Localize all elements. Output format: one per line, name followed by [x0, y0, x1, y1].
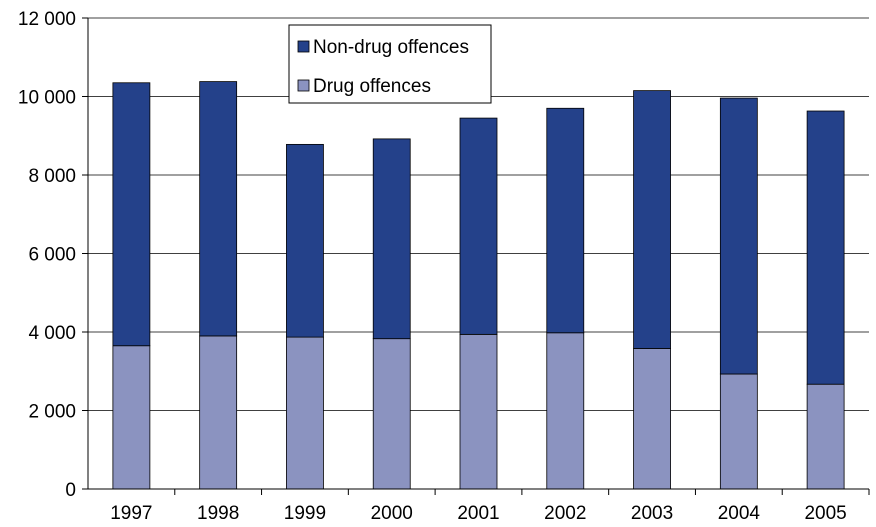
y-tick-label: 8 000	[28, 166, 76, 187]
bar-non-drug-offences-1999	[286, 143, 324, 338]
bar-non-drug-offences-2004	[719, 97, 758, 375]
bar-drug-offences-2005	[806, 383, 845, 490]
x-tick-label-2002: 2002	[544, 503, 586, 524]
bar-non-drug-offences-2003	[633, 90, 671, 349]
legend-label-drug-offences: Drug offences	[313, 76, 431, 97]
legend-swatch-non-drug-offences	[297, 40, 310, 53]
x-tick-label-2000: 2000	[371, 503, 413, 524]
bar-drug-offences-1998	[199, 335, 238, 490]
bar-non-drug-offences-2001	[459, 117, 498, 335]
bar-drug-offences-1999	[286, 336, 324, 490]
bar-non-drug-offences-1997	[112, 82, 151, 347]
legend-box	[288, 24, 492, 104]
bar-non-drug-offences-1998	[199, 81, 238, 337]
y-tick-labels: 0 2 000 4 000 6 000 8 000 10 000 12 000	[18, 9, 88, 501]
x-tick-label-2005: 2005	[804, 503, 846, 524]
y-tick-label: 0	[65, 480, 76, 501]
bars	[112, 81, 845, 490]
y-tick-label: 2 000	[28, 402, 76, 423]
bar-non-drug-offences-2000	[372, 138, 411, 340]
legend-label-non-drug-offences: Non-drug offences	[313, 37, 469, 58]
bar-drug-offences-2002	[546, 332, 585, 490]
bar-non-drug-offences-2005	[806, 110, 845, 385]
x-tick-label-2004: 2004	[718, 503, 761, 524]
y-tick-label: 10 000	[18, 88, 76, 109]
y-tick-label: 6 000	[28, 245, 76, 266]
x-tick-label-1999: 1999	[284, 503, 326, 524]
x-tick-labels: 1997 1998 1999 2000 2001 2002 2003 2004 2005	[110, 489, 870, 524]
bar-drug-offences-2000	[372, 338, 411, 490]
x-tick-label-1998: 1998	[197, 503, 239, 524]
bar-non-drug-offences-2002	[546, 107, 585, 334]
x-tick-label-1997: 1997	[110, 503, 152, 524]
x-tick-label-2003: 2003	[631, 503, 673, 524]
x-tick-label-2001: 2001	[457, 503, 499, 524]
bar-drug-offences-2003	[633, 348, 671, 490]
y-tick-label: 12 000	[18, 9, 76, 30]
bar-drug-offences-2004	[719, 373, 758, 490]
bar-drug-offences-1997	[112, 345, 151, 490]
legend: Non-drug offences Drug offences	[288, 24, 492, 104]
legend-swatch-drug-offences	[297, 79, 310, 92]
y-tick-label: 4 000	[28, 323, 76, 344]
bar-drug-offences-2001	[459, 333, 498, 490]
